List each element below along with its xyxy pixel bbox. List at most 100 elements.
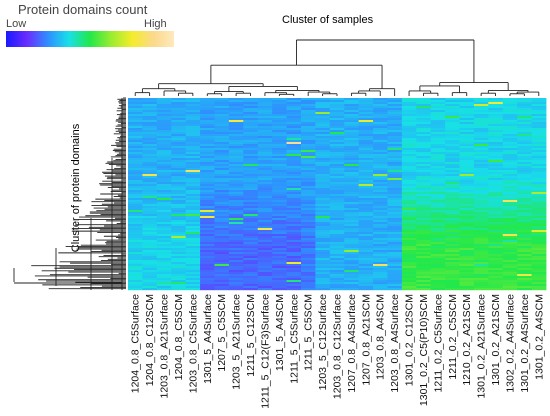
heatmap-cell: [387, 104, 403, 107]
heatmap-cell: [329, 156, 345, 159]
heatmap-cell: [401, 286, 417, 289]
heatmap-cell: [344, 276, 360, 279]
heatmap-cell: [228, 280, 244, 283]
heatmap-cell: [373, 126, 388, 129]
heatmap-cell: [171, 122, 187, 125]
heatmap-cell: [272, 168, 287, 171]
heatmap-cell: [243, 262, 259, 265]
heatmap-cell: [358, 208, 374, 211]
heatmap-cell: [228, 252, 244, 255]
heatmap-cell: [300, 160, 316, 163]
heatmap-cell: [502, 256, 518, 259]
heatmap-cell: [488, 266, 504, 269]
heatmap-cell: [272, 184, 287, 187]
heatmap-cell: [531, 280, 547, 283]
heatmap-cell: [531, 240, 547, 243]
heatmap-cell: [344, 248, 360, 251]
heatmap-cell: [315, 260, 331, 263]
heatmap-cell: [300, 238, 316, 241]
heatmap-cell: [128, 160, 143, 163]
heatmap-cell: [344, 242, 360, 245]
heatmap-cell: [358, 190, 374, 193]
heatmap-cell: [401, 176, 417, 179]
heatmap-cell: [459, 114, 475, 117]
heatmap-cell: [401, 186, 417, 189]
heatmap-cell: [358, 218, 374, 221]
heatmap-cell: [286, 274, 302, 277]
heatmap-cell: [286, 206, 302, 209]
heatmap-cell: [185, 244, 201, 247]
heatmap-cell: [430, 186, 446, 189]
heatmap-cell: [200, 244, 215, 247]
heatmap-cell: [373, 248, 388, 251]
heatmap-cell: [488, 146, 504, 149]
heatmap-cell: [531, 102, 547, 105]
heatmap-cell: [272, 164, 287, 167]
heatmap-cell: [257, 196, 273, 199]
heatmap-cell: [401, 266, 417, 269]
heatmap-cell: [502, 288, 518, 291]
heatmap-cell: [488, 126, 504, 129]
heatmap-cell: [401, 196, 417, 199]
heatmap-cell: [228, 114, 244, 117]
heatmap-cell: [488, 104, 504, 107]
heatmap-cell: [200, 118, 215, 121]
heatmap-cell: [401, 272, 417, 275]
heatmap-cell: [430, 264, 446, 267]
heatmap-cell: [243, 256, 259, 259]
heatmap-cell: [387, 136, 403, 139]
heatmap-cell: [128, 134, 143, 137]
heatmap-cell: [286, 166, 302, 169]
heatmap-cell: [329, 126, 345, 129]
heatmap-cell: [517, 198, 532, 201]
heatmap-cell: [387, 100, 403, 103]
heatmap-cell: [214, 128, 230, 131]
heatmap-cell: [329, 224, 345, 227]
heatmap-cell: [214, 150, 230, 153]
heatmap-cell: [344, 222, 360, 225]
heatmap-cell: [517, 222, 532, 225]
heatmap-cell: [272, 242, 287, 245]
heatmap-cell: [300, 254, 316, 257]
heatmap-cell: [387, 258, 403, 261]
heatmap-cell: [329, 186, 345, 189]
heatmap-cell: [430, 156, 446, 159]
heatmap-cell: [517, 128, 532, 131]
heatmap-cell: [128, 178, 143, 181]
heatmap-cell: [373, 138, 388, 141]
heatmap-cell: [358, 236, 374, 239]
heatmap-cell: [171, 178, 187, 181]
heatmap-cell: [531, 222, 547, 225]
heatmap-cell: [272, 162, 287, 165]
heatmap-cell: [473, 182, 489, 185]
heatmap-cell: [473, 228, 489, 231]
heatmap-cell: [531, 108, 547, 111]
heatmap-cell: [128, 112, 143, 115]
heatmap-cell: [128, 124, 143, 127]
heatmap-cell: [142, 100, 158, 103]
heatmap-cell: [488, 120, 504, 123]
heatmap-cell: [243, 136, 259, 139]
heatmap-cell: [358, 224, 374, 227]
heatmap-cell: [401, 178, 417, 181]
heatmap-cell: [185, 178, 201, 181]
heatmap-cell: [531, 208, 547, 211]
heatmap-cell: [430, 98, 446, 101]
heatmap-cell: [488, 176, 504, 179]
heatmap-cell: [185, 138, 201, 141]
heatmap-cell: [185, 148, 201, 151]
heatmap-cell: [185, 200, 201, 203]
heatmap-cell: [214, 270, 230, 273]
heatmap-cell: [257, 246, 273, 249]
heatmap-cell: [272, 230, 287, 233]
heatmap-cell: [445, 108, 460, 111]
heatmap-cell: [373, 202, 388, 205]
heatmap-cell: [156, 150, 172, 153]
heatmap-cell: [401, 148, 417, 151]
heatmap-cell: [473, 194, 489, 197]
heatmap-cell: [272, 192, 287, 195]
heatmap-cell: [156, 146, 172, 149]
heatmap-cell: [315, 186, 331, 189]
heatmap-cell: [329, 248, 345, 251]
heatmap-cell: [416, 136, 432, 139]
